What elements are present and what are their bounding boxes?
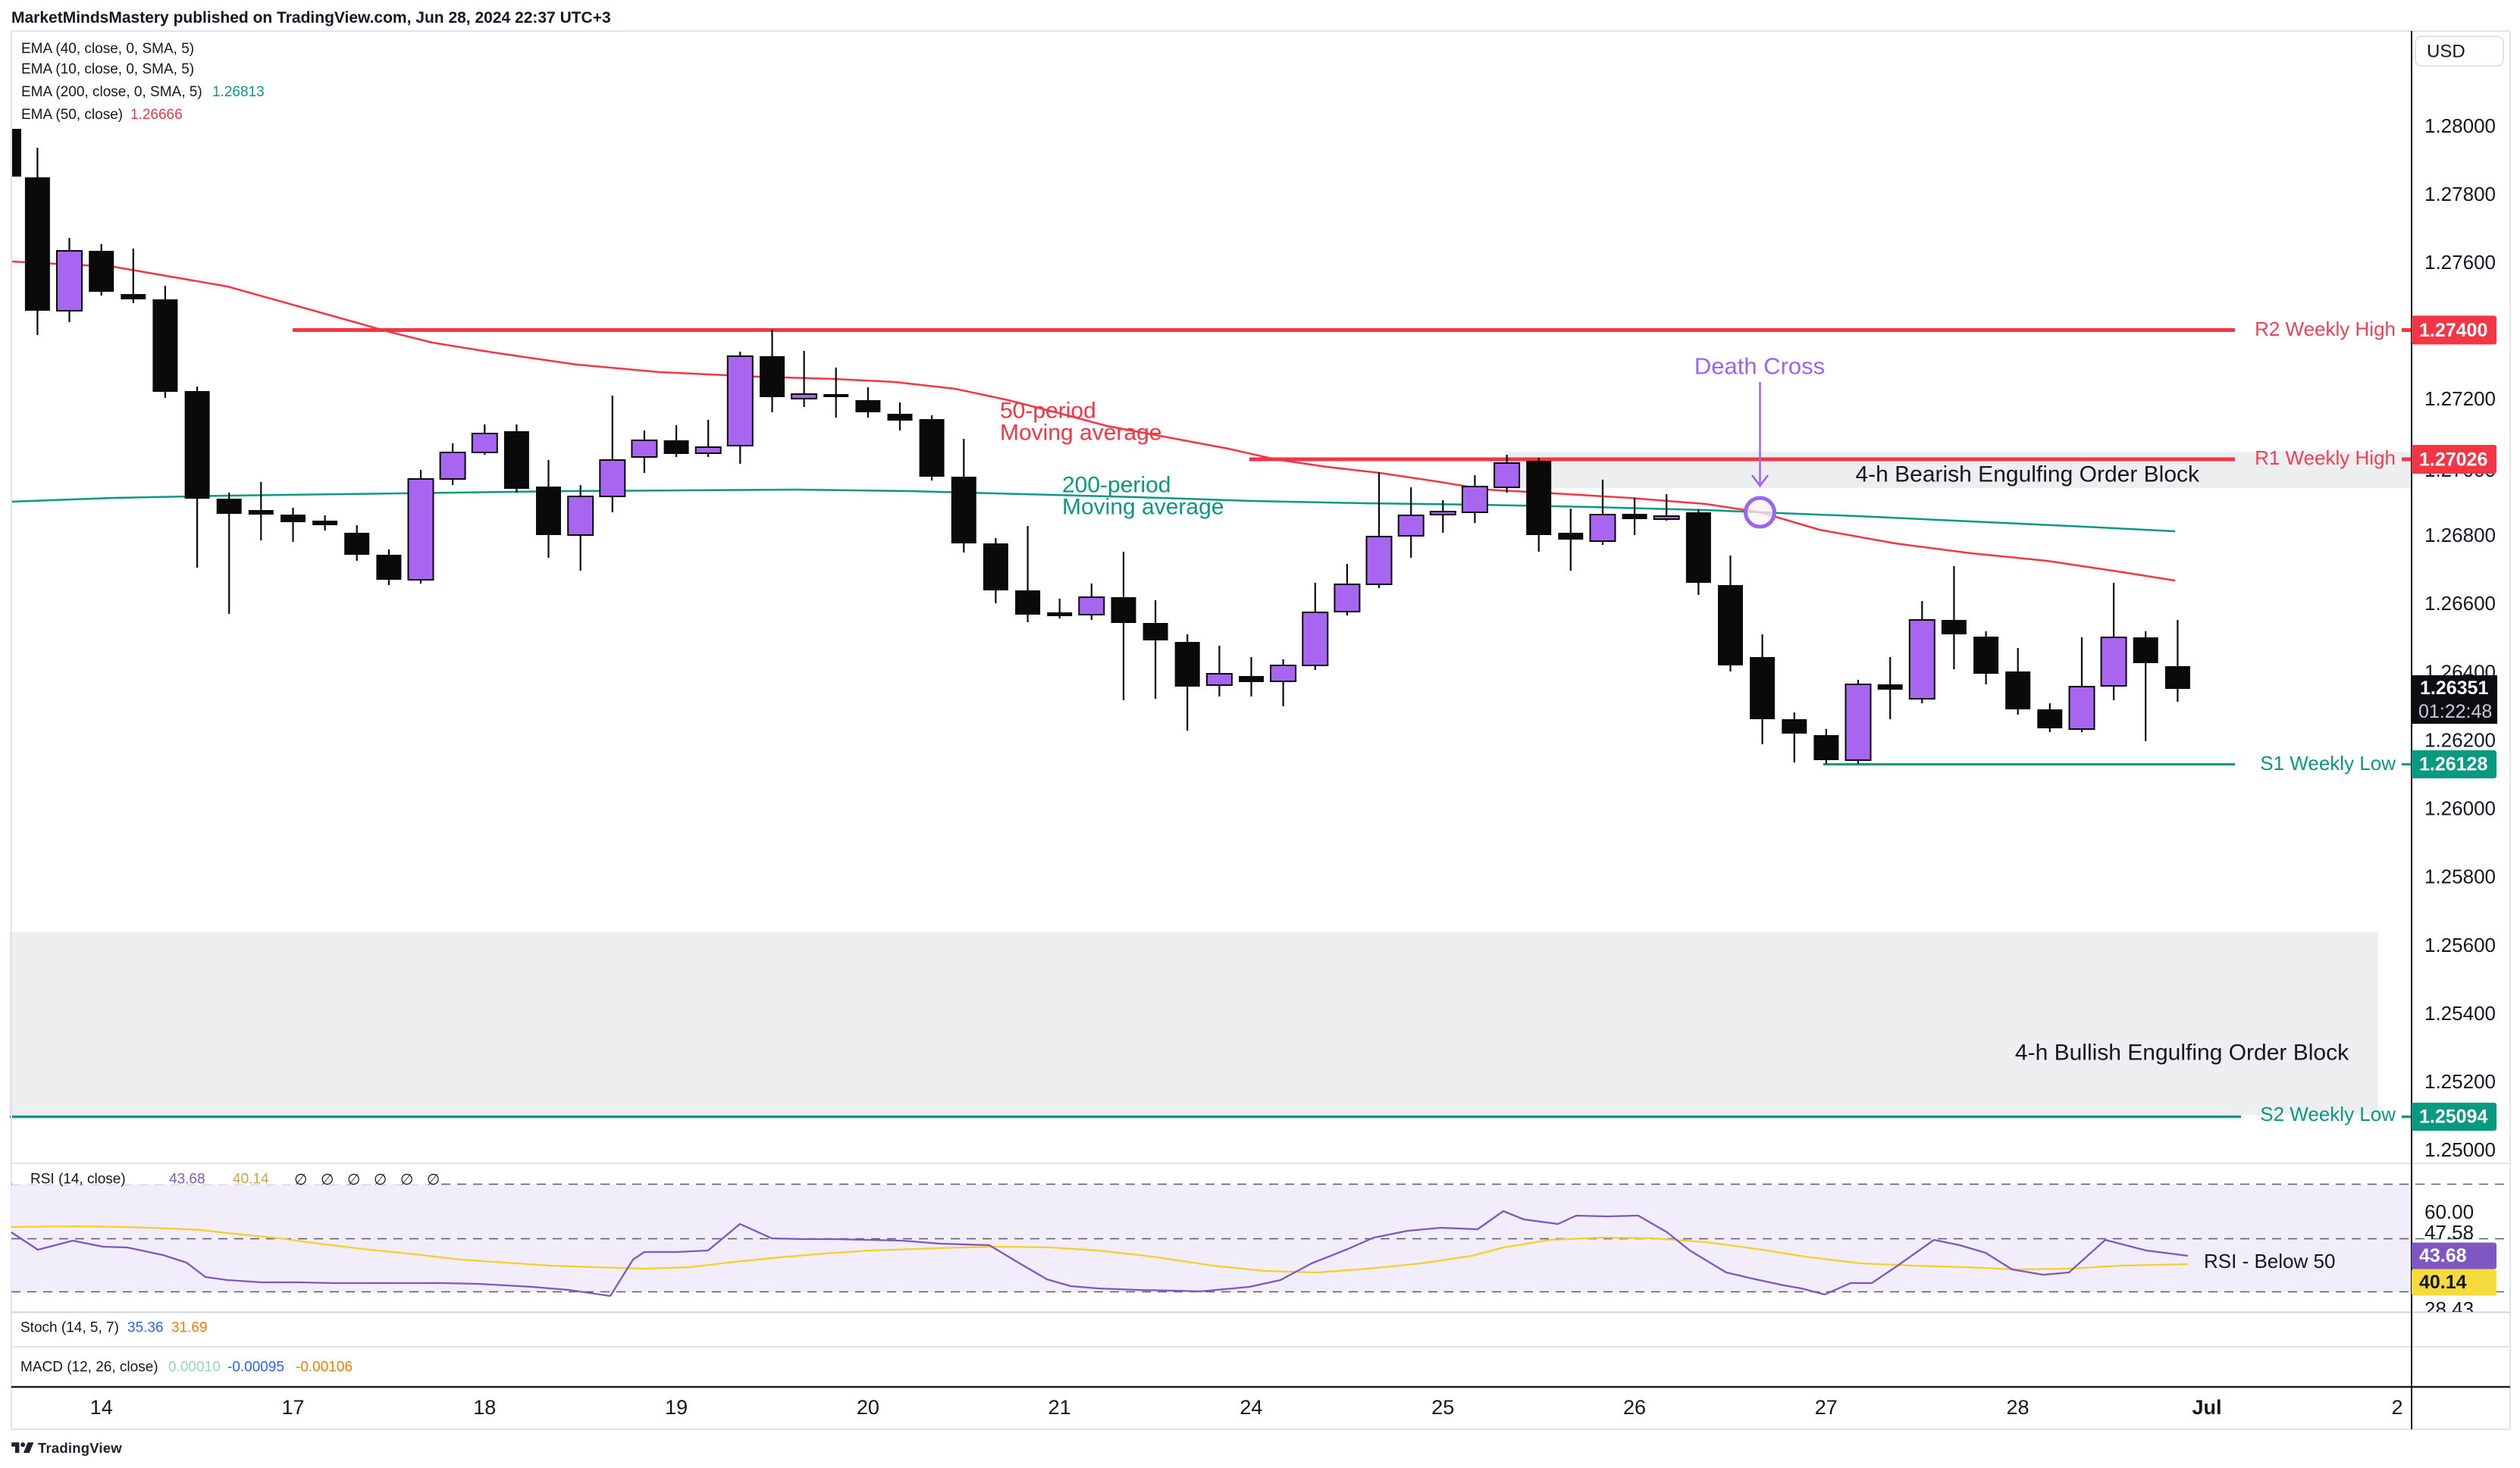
svg-text:R1 Weekly High: R1 Weekly High: [2255, 446, 2396, 469]
svg-text:1.25000: 1.25000: [2424, 1138, 2496, 1161]
svg-text:MACD (12, 26, close): MACD (12, 26, close): [20, 1360, 158, 1376]
svg-text:19: 19: [665, 1396, 688, 1419]
svg-text:1.26000: 1.26000: [2424, 797, 2496, 820]
svg-text:60.00: 60.00: [2424, 1200, 2474, 1223]
svg-text:EMA (50, close): EMA (50, close): [21, 107, 123, 123]
svg-text:1.27600: 1.27600: [2424, 251, 2496, 274]
svg-text:27: 27: [1815, 1396, 1838, 1419]
svg-text:EMA (10, close, 0, SMA, 5): EMA (10, close, 0, SMA, 5): [21, 61, 194, 77]
svg-text:RSI - Below 50: RSI - Below 50: [2204, 1250, 2335, 1272]
svg-text:1.25400: 1.25400: [2424, 1002, 2496, 1025]
svg-text:50-period: 50-period: [1000, 399, 1096, 424]
svg-text:TradingView: TradingView: [38, 1440, 122, 1456]
svg-text:40.14: 40.14: [233, 1172, 269, 1188]
svg-text:1.27026: 1.27026: [2419, 449, 2487, 471]
svg-text:Moving average: Moving average: [1000, 421, 1161, 446]
svg-text:20: 20: [857, 1396, 879, 1419]
svg-text:4-h Bearish Engulfing Order Bl: 4-h Bearish Engulfing Order Block: [1855, 462, 2200, 487]
svg-text:EMA (40, close, 0, SMA, 5): EMA (40, close, 0, SMA, 5): [21, 41, 194, 57]
svg-text:1.25094: 1.25094: [2419, 1106, 2487, 1128]
svg-text:EMA (200, close, 0, SMA, 5): EMA (200, close, 0, SMA, 5): [21, 84, 202, 100]
svg-text:1.25600: 1.25600: [2424, 934, 2496, 956]
svg-text:1.26128: 1.26128: [2419, 754, 2487, 775]
svg-text:-0.00106: -0.00106: [296, 1360, 353, 1376]
svg-text:28: 28: [2006, 1396, 2029, 1419]
svg-text:1.28000: 1.28000: [2424, 114, 2496, 137]
svg-text:1.25800: 1.25800: [2424, 865, 2496, 888]
svg-text:Moving average: Moving average: [1062, 495, 1224, 520]
svg-text:S1 Weekly Low: S1 Weekly Low: [2260, 752, 2396, 775]
svg-text:USD: USD: [2427, 42, 2465, 62]
svg-text:1.26666: 1.26666: [130, 107, 183, 123]
svg-text:R2 Weekly High: R2 Weekly High: [2255, 318, 2396, 340]
svg-text:21: 21: [1048, 1396, 1071, 1419]
svg-text:25: 25: [1431, 1396, 1454, 1419]
svg-text:01:22:48: 01:22:48: [2418, 701, 2492, 722]
svg-text:Stoch (14, 5, 7): Stoch (14, 5, 7): [20, 1320, 119, 1336]
svg-text:24: 24: [1240, 1396, 1262, 1419]
svg-text:1.26813: 1.26813: [212, 84, 265, 100]
svg-text:-0.00095: -0.00095: [227, 1360, 284, 1376]
svg-text:S2 Weekly Low: S2 Weekly Low: [2260, 1103, 2396, 1125]
svg-text:43.68: 43.68: [2419, 1245, 2467, 1266]
svg-text:14: 14: [90, 1396, 113, 1419]
svg-text:200-period: 200-period: [1062, 473, 1171, 498]
svg-text:26: 26: [1623, 1396, 1646, 1419]
svg-text:Death Cross: Death Cross: [1694, 353, 1825, 380]
svg-text:43.68: 43.68: [169, 1172, 205, 1188]
svg-text:31.69: 31.69: [171, 1320, 208, 1336]
svg-text:1.25200: 1.25200: [2424, 1070, 2496, 1093]
svg-text:∅ ∅ ∅ ∅ ∅ ∅: ∅ ∅ ∅ ∅ ∅ ∅: [294, 1172, 444, 1188]
svg-text:1.26200: 1.26200: [2424, 729, 2496, 752]
svg-text:1.26600: 1.26600: [2424, 592, 2496, 615]
svg-text:1.26351: 1.26351: [2420, 678, 2488, 699]
svg-text:MarketMindsMastery published o: MarketMindsMastery published on TradingV…: [11, 9, 611, 27]
svg-text:40.14: 40.14: [2419, 1272, 2467, 1293]
svg-text:47.58: 47.58: [2424, 1221, 2474, 1244]
svg-text:1.27800: 1.27800: [2424, 183, 2496, 205]
svg-text:35.36: 35.36: [127, 1320, 164, 1336]
svg-text:28.43: 28.43: [2424, 1297, 2474, 1320]
svg-text:0.00010: 0.00010: [168, 1360, 221, 1376]
svg-text:18: 18: [473, 1396, 496, 1419]
svg-text:1.26800: 1.26800: [2424, 524, 2496, 546]
svg-text:1.27400: 1.27400: [2419, 320, 2487, 341]
svg-text:2: 2: [2391, 1396, 2402, 1419]
svg-text:RSI (14, close): RSI (14, close): [30, 1172, 126, 1188]
svg-text:Jul: Jul: [2192, 1396, 2221, 1419]
svg-text:1.27200: 1.27200: [2424, 387, 2496, 410]
svg-text:4-h Bullish Engulfing Order Bl: 4-h Bullish Engulfing Order Block: [2015, 1041, 2349, 1066]
svg-text:17: 17: [281, 1396, 304, 1419]
